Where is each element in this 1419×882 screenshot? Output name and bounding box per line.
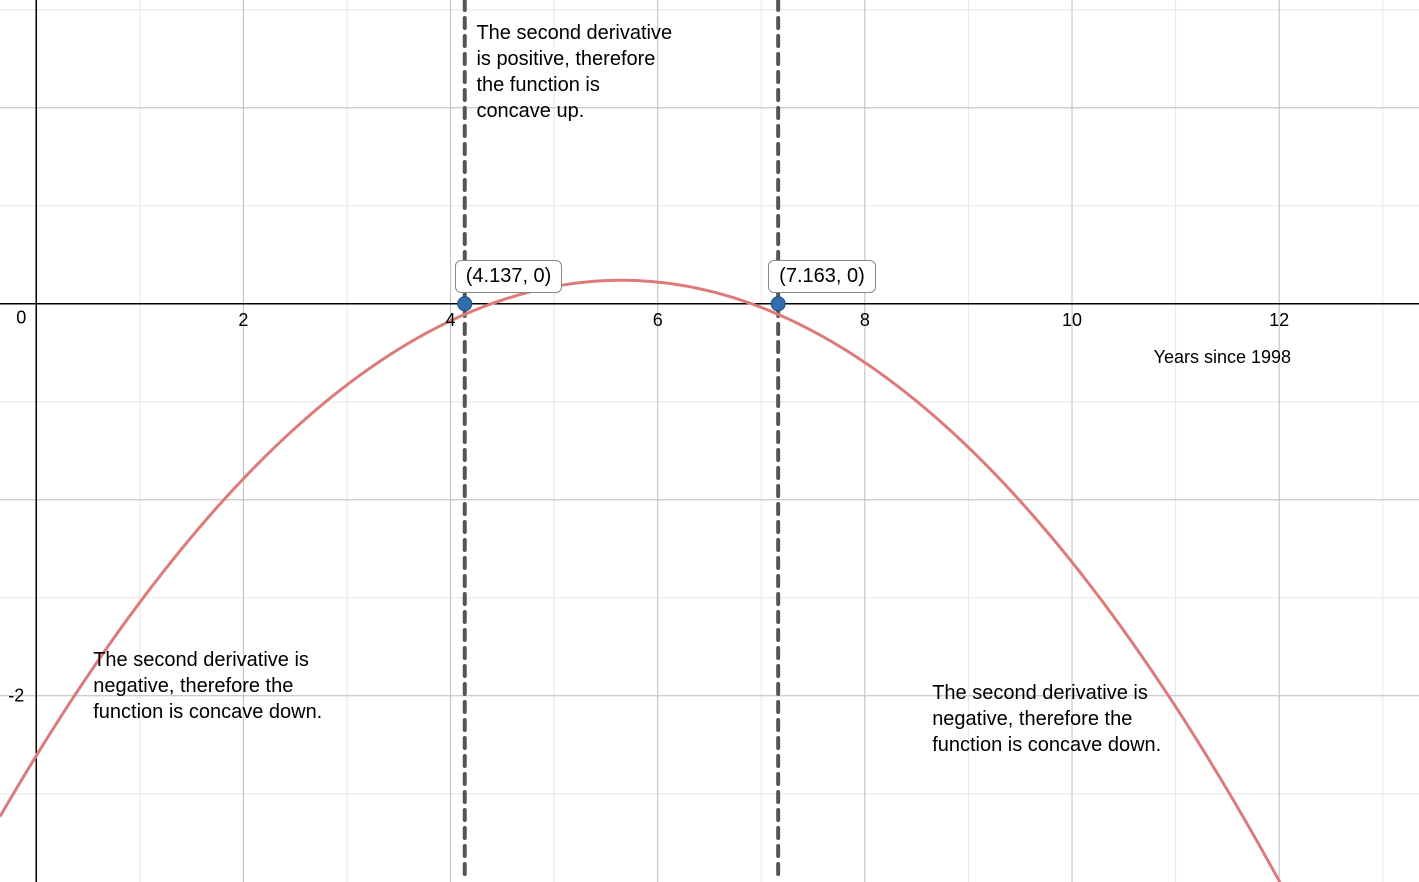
- x-tick-2: 2: [238, 310, 248, 331]
- x-tick-6: 6: [653, 310, 663, 331]
- annotation-concave-up: The second derivative is positive, there…: [476, 20, 672, 124]
- origin-label: 0: [16, 307, 26, 328]
- annotation-concave-down-left: The second derivative is negative, there…: [93, 647, 322, 725]
- x-tick-12: 12: [1269, 310, 1289, 331]
- point-label-left: (4.137, 0): [455, 260, 563, 293]
- y-tick--2: -2: [8, 685, 24, 706]
- x-tick-10: 10: [1062, 310, 1082, 331]
- x-tick-8: 8: [860, 310, 870, 331]
- chart-canvas: [0, 0, 1419, 882]
- x-tick-4: 4: [446, 310, 456, 331]
- annotation-concave-down-right: The second derivative is negative, there…: [932, 680, 1161, 758]
- point-label-right: (7.163, 0): [768, 260, 876, 293]
- x-axis-label: Years since 1998: [1154, 347, 1291, 368]
